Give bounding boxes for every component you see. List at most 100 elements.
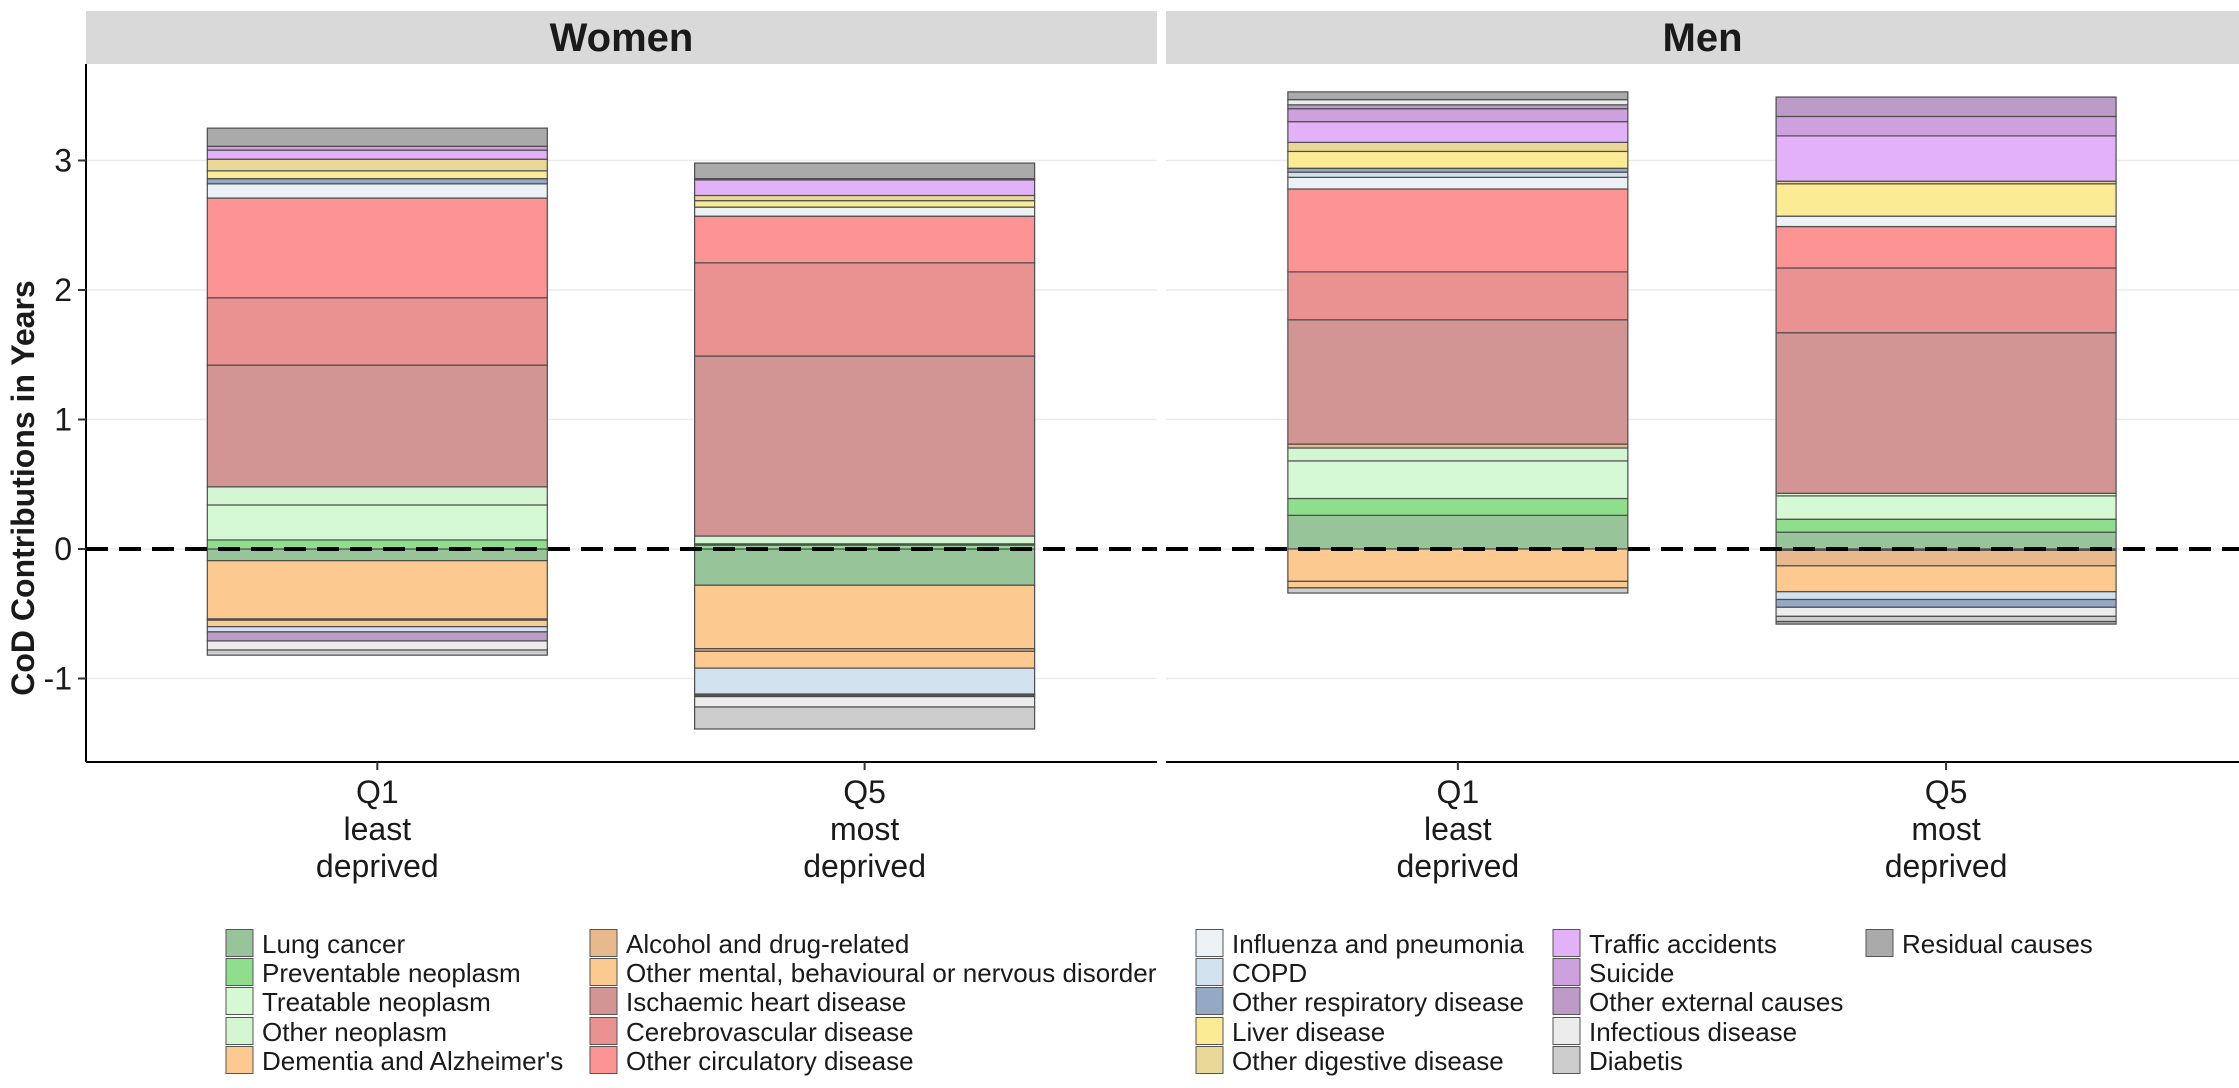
bar-segment-dementia-and-alzheimer-s [694,584,1036,650]
legend-swatch [589,1017,618,1045]
legend-label: Preventable neoplasm [262,958,521,988]
bar-segment-other-circulatory-disease [206,197,548,299]
bar-segment-ischaemic-heart-disease [694,355,1036,537]
legend-item: Residual causes [1865,929,2093,959]
bar-segment-copd [694,667,1036,695]
legend-label: Ischaemic heart disease [626,987,906,1017]
legend-item: Liver disease [1195,1017,1385,1047]
legend-label: Alcohol and drug-related [626,929,909,959]
bar-segment-liver-disease [1287,150,1629,169]
legend-label: Infectious disease [1589,1017,1797,1047]
panel-men [1287,91,2117,625]
legend-label: Traffic accidents [1589,929,1777,959]
legend-label: COPD [1232,958,1307,988]
legend-label: Other neoplasm [262,1017,447,1047]
bar-segment-treatable-neoplasm [1287,460,1629,500]
bar-segment-other-respiratory-disease [206,178,548,185]
bar-segment-residual-causes [1287,91,1629,101]
x-tick-label: Q5 most deprived [1885,774,2008,884]
bar-segment-infectious-disease [1287,99,1629,106]
bar-segment-lung-cancer [1775,531,2117,550]
legend-label: Other circulatory disease [626,1046,914,1076]
bar-segment-other-mental-behavioural-or-nervous-disorder [1775,565,2117,593]
bar-segment-other-neoplasm [1287,447,1629,462]
bar-segment-other-respiratory-disease [1775,598,2117,608]
legend-item: Alcohol and drug-related [589,929,909,959]
legend-swatch [1865,929,1894,957]
legend-item: Dementia and Alzheimer's [225,1046,563,1076]
bar-segment-liver-disease [694,200,1036,208]
bar-segment-suicide [1287,108,1629,123]
stacked-bar [694,162,1036,730]
bar-segment-treatable-neoplasm [206,504,548,541]
legend-swatch [225,987,254,1015]
legend-swatch [1552,987,1581,1015]
bar-segment-copd [1287,171,1629,178]
bar-segment-dementia-and-alzheimer-s [1287,548,1629,582]
bar-segment-other-external-causes [206,631,548,642]
bar-segment-influenza-and-pneumonia [1775,215,2117,228]
legend-label: Lung cancer [262,929,405,959]
legend-item: Ischaemic heart disease [589,987,906,1017]
bar-segment-liver-disease [206,170,548,180]
bar-segment-influenza-and-pneumonia [694,206,1036,217]
bar-segment-other-mental-behavioural-or-nervous-disorder [694,650,1036,669]
panel-women [206,127,1036,730]
bar-segment-traffic-accidents [1287,121,1629,143]
bar-segment-other-neoplasm [694,535,1036,545]
legend-item: Preventable neoplasm [225,958,521,988]
bar-segment-treatable-neoplasm [1775,495,2117,520]
bar-segment-dementia-and-alzheimer-s [206,560,548,620]
legend-label: Other respiratory disease [1232,987,1524,1017]
bar-segment-other-neoplasm [206,486,548,506]
bar-segment-cerebrovascular-disease [1287,271,1629,321]
bar-segment-suicide [1775,115,2117,137]
bar-segment-liver-disease [1775,183,2117,217]
legend-item: Treatable neoplasm [225,987,491,1017]
legend-swatch [1552,1046,1581,1074]
legend-label: Other external causes [1589,987,1843,1017]
facet-title: Women [550,16,694,60]
legend-item: Other external causes [1552,987,1843,1017]
bar-segment-ischaemic-heart-disease [1775,332,2117,494]
legend-label: Suicide [1589,958,1674,988]
legend-swatch [1552,929,1581,957]
legend-label: Cerebrovascular disease [626,1017,914,1047]
y-tick-label: 3 [54,143,72,179]
x-tick-label: Q1 least deprived [1396,774,1519,884]
bar-segment-residual-causes [1775,620,2117,625]
bar-segment-cerebrovascular-disease [694,262,1036,357]
legend-swatch [1195,1017,1224,1045]
legend-swatch [1195,929,1224,957]
bar-segment-other-mental-behavioural-or-nervous-disorder [1287,580,1629,589]
legend-item: Lung cancer [225,929,405,959]
y-tick-label: 0 [54,531,72,567]
legend-swatch [589,1046,618,1074]
legend-label: Other mental, behavioural or nervous dis… [626,958,1157,988]
facet-title: Men [1663,16,1743,60]
legend-label: Dementia and Alzheimer's [262,1046,563,1076]
legend-item: Other digestive disease [1195,1046,1504,1076]
legend-label: Influenza and pneumonia [1232,929,1525,959]
y-tick-label: 1 [54,402,72,438]
legend-item: Diabetis [1552,1046,1683,1076]
legend-item: Infectious disease [1552,1017,1797,1047]
y-axis-label: CoD Contributions in Years [5,280,41,695]
bar-segment-preventable-neoplasm [1775,518,2117,533]
bar-segment-copd [206,626,548,633]
bar-segment-diabetis [206,649,548,656]
bar-segment-residual-causes [694,162,1036,180]
stacked-bar [1287,91,1629,594]
bar-segment-influenza-and-pneumonia [1287,176,1629,190]
legend-swatch [225,958,254,986]
legend-swatch [1552,958,1581,986]
legend-label: Liver disease [1232,1017,1385,1047]
x-tick-label: Q5 most deprived [803,774,926,884]
bar-segment-influenza-and-pneumonia [206,183,548,199]
bar-segment-copd [1775,591,2117,601]
bar-segment-alcohol-and-drug-related [1775,549,2117,567]
legend-swatch [225,929,254,957]
bar-segment-lung-cancer [694,548,1036,586]
bar-segment-other-digestive-disease [1287,141,1629,153]
